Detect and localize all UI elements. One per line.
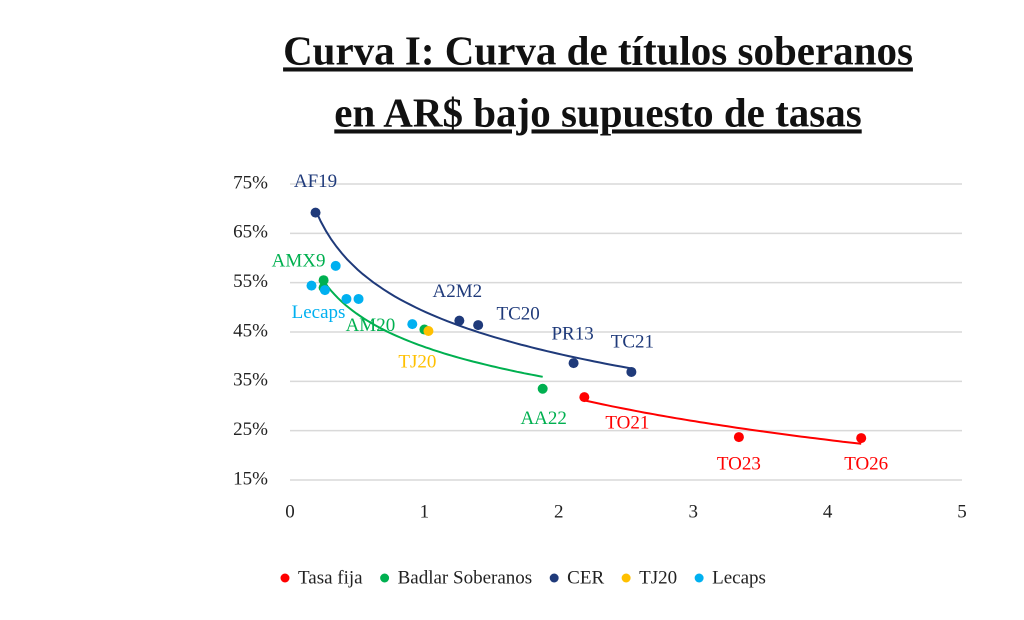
point: [454, 315, 465, 326]
legend-marker: [621, 573, 631, 583]
legend-label: Badlar Soberanos: [398, 567, 533, 588]
point: [353, 293, 364, 304]
point: [341, 293, 352, 304]
point-label: TO23: [717, 453, 761, 474]
y-tick-label: 15%: [233, 468, 268, 489]
point-label: TO21: [605, 412, 649, 433]
chart-title: en AR$ bajo supuesto de tasas: [334, 89, 861, 135]
trendline: [322, 280, 543, 378]
y-tick-label: 35%: [233, 370, 268, 391]
legend-label: CER: [567, 567, 604, 588]
point-label: TJ20: [398, 351, 436, 372]
trendline: [584, 399, 862, 445]
point: [318, 275, 329, 286]
x-tick-label: 5: [957, 501, 967, 522]
point: [407, 319, 418, 330]
x-tick-label: 3: [688, 501, 698, 522]
legend-marker: [549, 573, 559, 583]
point-label: A2M2: [433, 281, 483, 302]
point-label: TC21: [611, 331, 654, 352]
point: [306, 280, 317, 291]
point: [310, 207, 321, 218]
trendline: [314, 209, 632, 370]
point-label: TO26: [844, 453, 888, 474]
point: [473, 320, 484, 331]
y-tick-label: 75%: [233, 172, 268, 193]
legend-marker: [694, 573, 704, 583]
point: [423, 326, 434, 337]
point-label: PR13: [551, 323, 593, 344]
x-tick-label: 1: [420, 501, 430, 522]
point: [579, 392, 590, 403]
y-tick-label: 25%: [233, 419, 268, 440]
point: [733, 432, 744, 443]
legend-marker: [280, 573, 290, 583]
point-label: Lecaps: [292, 302, 346, 323]
legend-marker: [380, 573, 390, 583]
y-tick-label: 45%: [233, 320, 268, 341]
point: [537, 383, 548, 394]
point-label: AF19: [294, 171, 337, 192]
x-tick-label: 0: [285, 501, 295, 522]
y-tick-label: 55%: [233, 271, 268, 292]
x-tick-label: 4: [823, 501, 833, 522]
point: [568, 358, 579, 369]
point: [330, 260, 341, 271]
x-tick-label: 2: [554, 501, 564, 522]
point: [626, 366, 637, 377]
legend-label: TJ20: [639, 567, 677, 588]
point-label: AM20: [346, 315, 396, 336]
y-tick-label: 65%: [233, 222, 268, 243]
legend-label: Lecaps: [712, 567, 766, 588]
point: [856, 433, 867, 444]
chart-title: Curva I: Curva de títulos soberanos: [283, 27, 913, 73]
point-label: TC20: [497, 303, 540, 324]
point-label: AA22: [520, 408, 566, 429]
point-label: AMX9: [272, 251, 326, 272]
legend-label: Tasa fija: [298, 567, 363, 588]
point: [319, 285, 330, 296]
